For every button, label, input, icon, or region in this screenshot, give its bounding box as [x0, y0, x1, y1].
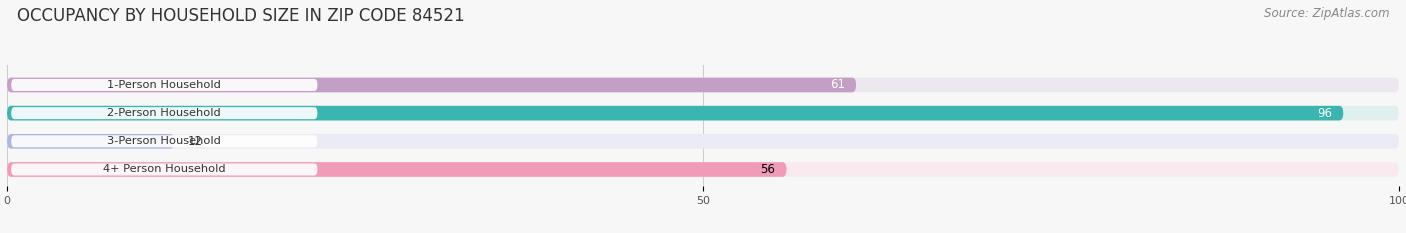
Text: 96: 96 — [1317, 107, 1331, 120]
FancyBboxPatch shape — [7, 78, 856, 92]
Text: 1-Person Household: 1-Person Household — [107, 80, 221, 90]
FancyBboxPatch shape — [11, 164, 318, 175]
Text: 61: 61 — [830, 79, 845, 92]
Text: OCCUPANCY BY HOUSEHOLD SIZE IN ZIP CODE 84521: OCCUPANCY BY HOUSEHOLD SIZE IN ZIP CODE … — [17, 7, 464, 25]
FancyBboxPatch shape — [7, 134, 1399, 149]
FancyBboxPatch shape — [11, 107, 318, 119]
FancyBboxPatch shape — [7, 78, 1399, 92]
FancyBboxPatch shape — [7, 106, 1399, 120]
FancyBboxPatch shape — [7, 134, 174, 149]
FancyBboxPatch shape — [11, 79, 318, 91]
Text: 3-Person Household: 3-Person Household — [107, 136, 221, 146]
Text: Source: ZipAtlas.com: Source: ZipAtlas.com — [1264, 7, 1389, 20]
FancyBboxPatch shape — [7, 106, 1343, 120]
Text: 56: 56 — [761, 163, 775, 176]
Text: 2-Person Household: 2-Person Household — [107, 108, 221, 118]
Text: 12: 12 — [188, 135, 202, 148]
FancyBboxPatch shape — [11, 135, 318, 147]
Text: 4+ Person Household: 4+ Person Household — [103, 164, 225, 175]
FancyBboxPatch shape — [7, 162, 1399, 177]
FancyBboxPatch shape — [7, 162, 786, 177]
